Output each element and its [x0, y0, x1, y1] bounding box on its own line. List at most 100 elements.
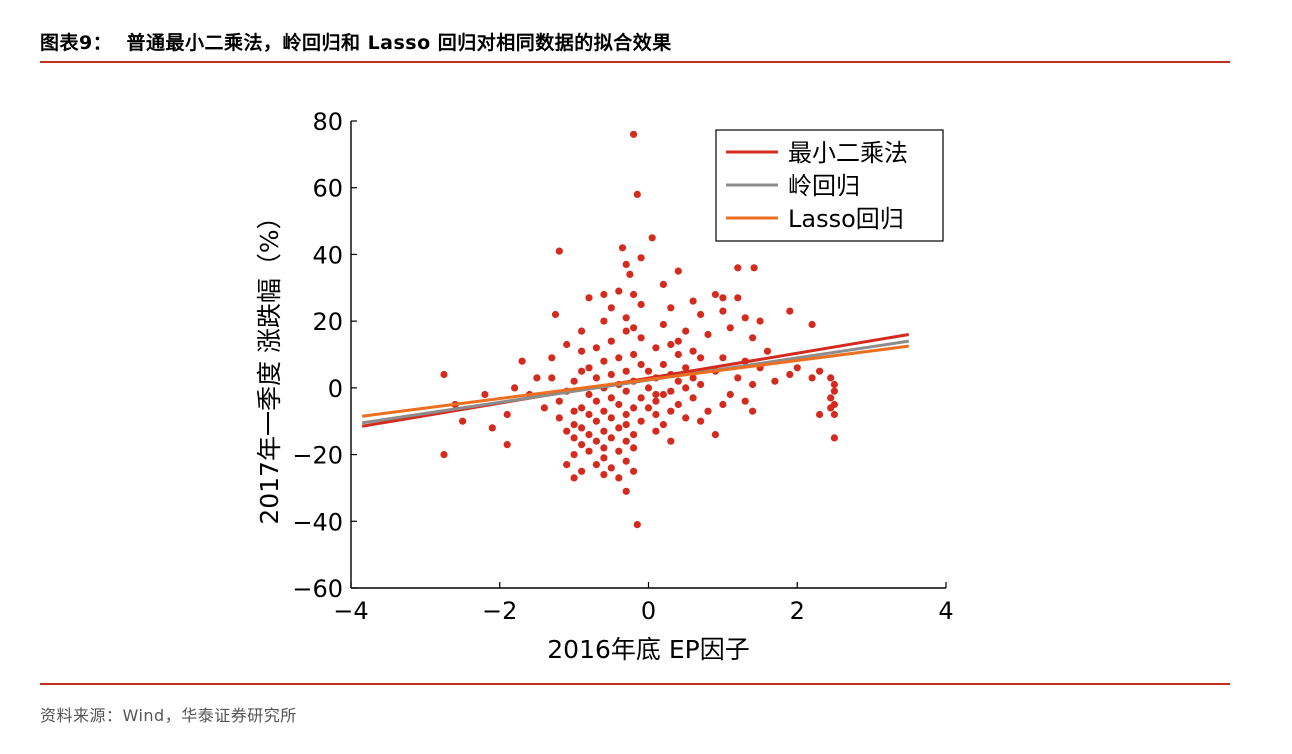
data-point: [600, 290, 608, 299]
data-point: [786, 307, 794, 315]
data-point: [633, 521, 641, 529]
data-point: [827, 404, 835, 412]
data-point: [827, 394, 835, 402]
data-point: [637, 334, 645, 342]
data-point: [674, 350, 682, 359]
data-point: [548, 354, 556, 362]
data-point: [555, 414, 563, 422]
data-point: [622, 421, 630, 429]
data-point: [652, 390, 660, 399]
data-point: [630, 404, 638, 412]
data-point: [570, 451, 578, 459]
data-point: [570, 434, 578, 442]
data-point: [719, 400, 727, 409]
data-point: [697, 380, 705, 389]
data-point: [633, 190, 641, 198]
data-point: [622, 314, 630, 322]
footer-divider: [40, 683, 1230, 685]
x-tick-label: 2: [790, 597, 805, 625]
data-point: [830, 387, 839, 395]
data-point: [503, 410, 511, 419]
data-point: [570, 421, 578, 429]
data-point: [622, 437, 630, 445]
data-point: [578, 404, 586, 412]
data-point: [615, 287, 623, 295]
data-point: [592, 344, 601, 352]
data-point: [667, 387, 675, 395]
data-point: [592, 461, 601, 469]
data-point: [808, 320, 816, 329]
data-point: [667, 407, 675, 415]
data-point: [622, 387, 630, 395]
data-point: [763, 347, 772, 355]
data-point: [607, 464, 615, 472]
data-point: [630, 130, 638, 138]
legend-label-ridge: 岭回归: [788, 172, 860, 200]
data-point: [749, 407, 757, 415]
data-point: [592, 417, 601, 425]
data-point: [607, 414, 615, 422]
data-point: [626, 270, 634, 278]
data-point: [618, 244, 627, 252]
data-point: [674, 400, 682, 409]
data-point: [592, 397, 601, 405]
data-point: [570, 377, 578, 385]
data-point: [644, 367, 653, 375]
data-point: [652, 344, 660, 352]
data-point: [551, 310, 560, 319]
data-point: [518, 357, 526, 365]
data-point: [719, 307, 727, 315]
data-point: [682, 414, 690, 422]
data-point: [622, 367, 630, 375]
data-point: [578, 367, 586, 375]
data-point: [719, 294, 727, 302]
data-point: [600, 317, 608, 325]
data-point: [585, 364, 593, 372]
data-point: [659, 390, 668, 399]
data-point: [585, 431, 593, 439]
data-point: [592, 374, 601, 382]
data-point: [750, 264, 758, 272]
data-point: [578, 467, 586, 475]
data-point: [630, 290, 638, 299]
data-point: [607, 337, 615, 345]
data-point: [674, 267, 682, 275]
data-point: [697, 417, 705, 425]
data-point: [622, 487, 630, 495]
y-tick-label: −20: [292, 442, 343, 470]
data-point: [563, 340, 571, 349]
data-point: [578, 347, 586, 355]
data-point: [652, 410, 660, 419]
data-point: [563, 461, 571, 469]
legend-label-lasso: Lasso回归: [788, 205, 904, 233]
data-point: [659, 360, 668, 369]
data-point: [689, 297, 697, 305]
y-tick-label: 40: [312, 241, 343, 269]
data-point: [607, 394, 615, 402]
data-point: [585, 410, 593, 419]
data-point: [816, 410, 824, 419]
data-point: [711, 290, 720, 299]
data-point: [648, 234, 656, 242]
data-point: [615, 474, 623, 482]
data-point: [440, 370, 448, 379]
data-point: [600, 471, 608, 479]
data-point: [578, 327, 586, 335]
data-point: [793, 364, 801, 372]
data-point: [830, 410, 839, 419]
fit-line-lasso: [361, 344, 910, 418]
data-point: [585, 447, 593, 455]
data-point: [644, 404, 653, 412]
data-point: [622, 457, 630, 465]
data-point: [607, 304, 615, 312]
data-point: [756, 317, 764, 325]
data-point: [771, 377, 779, 385]
data-point: [689, 347, 697, 355]
data-point: [667, 304, 675, 312]
y-tick-label: −60: [292, 575, 343, 603]
data-point: [578, 424, 586, 432]
data-point: [600, 357, 608, 365]
figure-title: 图表9： 普通最小二乘法，岭回归和 Lasso 回归对相同数据的拟合效果: [40, 32, 672, 54]
data-point: [682, 364, 690, 372]
data-point: [481, 390, 489, 399]
